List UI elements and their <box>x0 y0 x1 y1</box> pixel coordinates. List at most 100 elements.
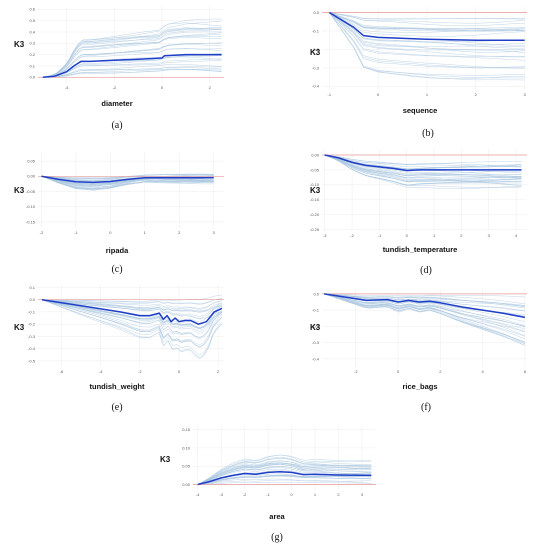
ice-line <box>42 28 222 78</box>
x-tick-label: -4 <box>99 369 103 374</box>
x-axis-label: tundish_temperature <box>383 245 458 254</box>
ice-line <box>329 12 525 69</box>
y-tick-label: -0.4 <box>312 84 320 89</box>
ice-line <box>324 293 525 308</box>
y-tick-label: 0.05 <box>27 159 36 164</box>
panel-caption: (g) <box>271 532 283 543</box>
ice-line <box>42 37 222 78</box>
x-axis-label: sequence <box>403 106 438 115</box>
x-tick-label: 3 <box>523 92 526 97</box>
ice-line <box>42 64 222 78</box>
ice-line <box>324 154 522 167</box>
x-tick-label: -2 <box>113 85 117 90</box>
y-tick-label: -0.3 <box>312 65 320 70</box>
y-tick-label: -0.5 <box>28 358 36 363</box>
x-tick-label: 0 <box>377 92 380 97</box>
x-tick-label: 2 <box>217 369 220 374</box>
ice-line <box>197 466 372 485</box>
x-tick-label: -3 <box>323 233 327 238</box>
panel-caption: (c) <box>111 264 122 275</box>
ice-line <box>42 56 222 78</box>
y-tick-label: 0.00 <box>182 482 191 487</box>
x-tick-label: 0 <box>290 492 293 497</box>
ice-line <box>324 154 522 168</box>
ice-line <box>42 43 222 78</box>
x-axis-label: tundish_weight <box>90 382 146 391</box>
ice-line <box>324 154 522 179</box>
x-tick-label: -1 <box>328 92 332 97</box>
ice-line <box>324 154 522 180</box>
ice-line <box>197 474 372 485</box>
y-tick-label: -0.2 <box>28 322 36 327</box>
y-tick-label: 0.4 <box>29 29 35 34</box>
x-tick-label: 0 <box>109 230 112 235</box>
ice-line <box>329 12 525 79</box>
ice-line <box>41 176 214 180</box>
average-line <box>41 175 214 184</box>
y-tick-label: 0.0 <box>313 10 319 15</box>
ice-line <box>324 154 522 176</box>
ice-line <box>41 299 223 348</box>
ice-line <box>324 154 522 183</box>
y-tick-label: 0.2 <box>29 52 35 57</box>
ice-line <box>324 293 525 327</box>
ice-line <box>329 12 525 53</box>
ice-line <box>329 12 525 27</box>
average-line <box>197 470 372 486</box>
ice-line <box>197 454 372 485</box>
ice-line <box>324 293 525 305</box>
y-tick-label: -0.4 <box>312 356 320 361</box>
x-tick-label: -1 <box>74 230 78 235</box>
ice-line <box>329 12 525 58</box>
ice-line <box>197 462 372 485</box>
y-axis-label: K3 <box>14 323 25 332</box>
ice-line <box>197 463 372 485</box>
y-tick-label: -0.05 <box>310 167 320 172</box>
panel-caption: (f) <box>421 402 431 413</box>
ice-line <box>197 481 372 485</box>
ice-line <box>324 293 525 298</box>
x-axis-label: diameter <box>101 99 132 108</box>
panel-caption: (e) <box>111 402 122 413</box>
y-tick-label: 0.6 <box>29 7 35 12</box>
ice-line <box>197 479 372 485</box>
ice-line <box>41 299 223 358</box>
panel-e: -6 -4 -2 0 2 0.1 0.0 -0.1 -0.2 -0.3 -0.4 -0.5 K3 tund… <box>14 285 224 413</box>
y-axis-label: K3 <box>160 455 171 464</box>
y-tick-label: 0.0 <box>313 291 319 296</box>
ice-line <box>41 299 223 313</box>
x-axis-label: rice_bags <box>402 382 437 391</box>
ice-line <box>324 154 522 178</box>
y-tick-label: -0.2 <box>312 47 320 52</box>
y-axis-label: K3 <box>310 323 321 332</box>
x-tick-label: -2 <box>243 492 247 497</box>
ice-line <box>197 474 372 485</box>
x-tick-label: 2 <box>439 369 442 374</box>
panel-caption: (b) <box>422 128 434 139</box>
x-tick-label: 4 <box>482 369 485 374</box>
ice-line <box>42 33 222 78</box>
x-tick-label: -1 <box>266 492 270 497</box>
x-tick-label: 0 <box>397 369 400 374</box>
x-tick-label: -3 <box>219 492 223 497</box>
ice-line <box>324 293 525 332</box>
ice-line <box>42 58 222 78</box>
ice-line <box>329 12 525 51</box>
ice-line <box>42 22 222 78</box>
ice-line <box>324 154 522 183</box>
ice-line <box>41 299 223 310</box>
ice-line <box>42 36 222 78</box>
x-tick-label: -2 <box>350 233 354 238</box>
ice-line <box>324 154 522 186</box>
y-tick-label: -0.10 <box>26 204 36 209</box>
y-tick-label: -0.1 <box>312 308 320 313</box>
ice-line <box>41 176 214 190</box>
ice-line <box>42 66 222 78</box>
ice-line <box>324 154 522 189</box>
ice-line <box>41 299 223 359</box>
ice-line <box>42 27 222 78</box>
ice-line <box>42 42 222 78</box>
x-tick-label: 0 <box>161 85 164 90</box>
ice-line <box>329 12 525 31</box>
ice-line <box>42 32 222 78</box>
